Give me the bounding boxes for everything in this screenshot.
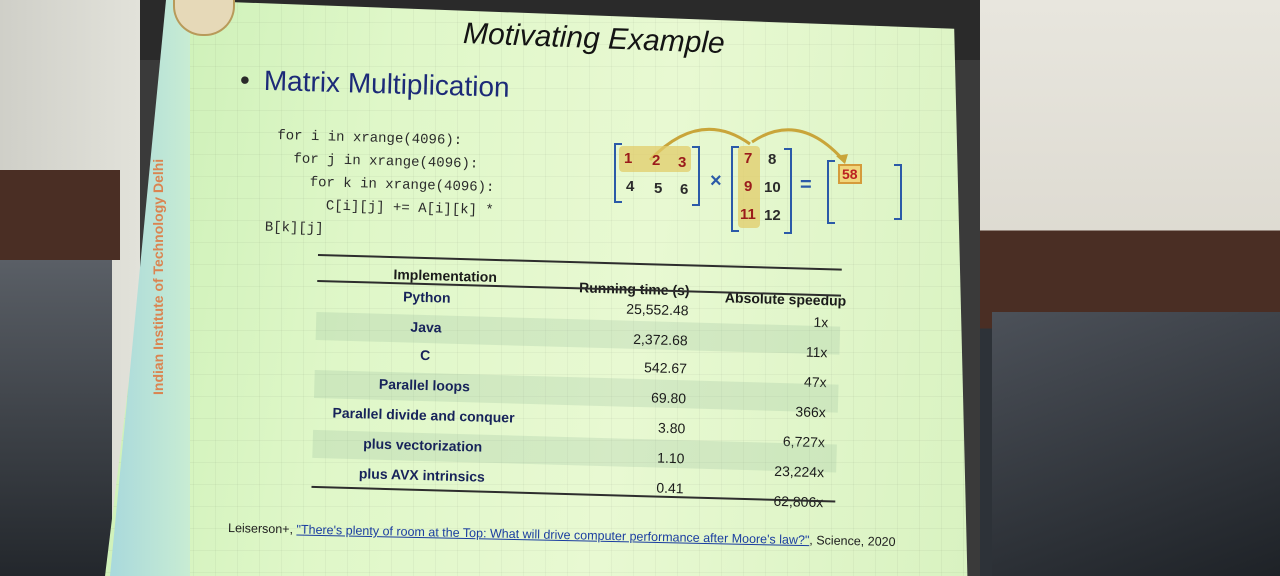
matrix-a-cell: 3 [678,154,687,171]
reference-suffix: , Science, 2020 [809,533,896,549]
matrix-a-cell: 6 [680,181,689,198]
matrix-b-cell: 9 [744,178,753,195]
left-monitor [0,260,112,576]
matrix-b-right-bracket [784,148,792,234]
time-cell: 2,372.68 [633,330,688,349]
matrix-b-cell: 11 [740,206,756,223]
matrix-b-cell: 7 [744,150,753,167]
times-operator: × [710,170,722,192]
institute-name: Indian Institute of Technology Delhi [150,158,166,395]
matrix-b-cell: 8 [768,151,777,168]
matrix-b-left-bracket [731,146,739,232]
bullet-text: Matrix Multiplication [263,64,511,103]
result-left-bracket [827,160,835,224]
speedup-table: Implementation Running time (s) Absolute… [311,254,858,529]
matrix-b-cell: 10 [764,179,781,196]
time-cell: 542.67 [643,359,688,377]
right-monitor [992,312,1280,576]
speedup-cell: 11x [805,343,828,361]
matrix-a-cell: 4 [626,178,635,195]
time-cell: 69.80 [650,389,687,407]
matrix-a-cell: 5 [654,180,663,197]
wooden-board [0,170,120,260]
reference-prefix: Leiserson+, [227,521,297,537]
matrix-a-right-bracket [692,146,700,206]
equals-operator: = [800,174,812,196]
bullet-dot-icon: • [239,64,251,96]
time-cell: 3.80 [657,419,686,437]
matrix-b-cell: 12 [764,207,781,224]
matrix-a-cell: 1 [624,150,633,167]
time-cell: 25,552.48 [626,300,689,319]
impl-cell: plus AVX intrinsics [358,465,486,485]
result-cell: 58 [838,164,862,184]
result-right-bracket [894,164,902,220]
impl-cell: C [419,346,431,364]
code-block: for i in xrange(4096): for j in xrange(4… [265,125,496,246]
impl-cell: Python [402,288,451,306]
matrix-a-left-bracket [614,143,622,203]
matrix-a-cell: 2 [652,152,661,169]
time-cell: 1.10 [656,449,685,467]
impl-cell: Parallel divide and conquer [332,404,515,426]
row-highlight [619,146,691,172]
speedup-cell: 366x [795,403,827,421]
column-highlight [738,146,760,228]
speedup-cell: 23,224x [774,462,825,481]
